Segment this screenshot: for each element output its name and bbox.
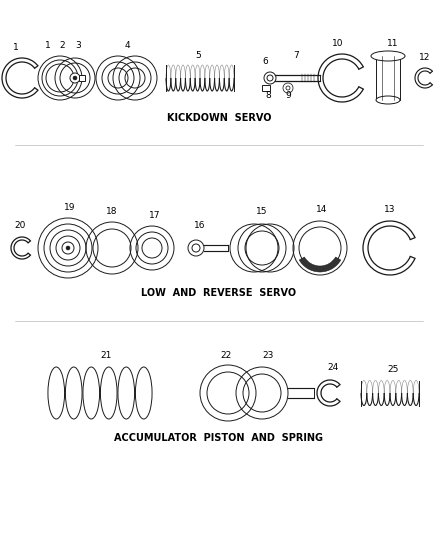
Text: LOW  AND  REVERSE  SERVO: LOW AND REVERSE SERVO <box>141 288 297 298</box>
Text: 7: 7 <box>293 52 299 61</box>
Text: 22: 22 <box>220 351 232 359</box>
Text: 6: 6 <box>262 58 268 67</box>
Wedge shape <box>299 257 341 272</box>
Circle shape <box>73 76 77 80</box>
Bar <box>376 56 400 100</box>
Text: 4: 4 <box>124 42 130 51</box>
Text: 12: 12 <box>419 53 431 62</box>
Ellipse shape <box>376 96 400 104</box>
Text: 20: 20 <box>14 222 26 230</box>
Text: 1: 1 <box>45 42 51 51</box>
Text: 24: 24 <box>327 364 339 373</box>
Text: 23: 23 <box>262 351 274 359</box>
Bar <box>262 85 270 91</box>
Text: 16: 16 <box>194 222 206 230</box>
Text: 5: 5 <box>195 52 201 61</box>
Text: KICKDOWN  SERVO: KICKDOWN SERVO <box>167 113 271 123</box>
Text: 13: 13 <box>384 206 396 214</box>
Text: 14: 14 <box>316 206 328 214</box>
Text: 2: 2 <box>59 42 65 51</box>
Text: 9: 9 <box>285 92 291 101</box>
Text: 17: 17 <box>149 212 161 221</box>
Text: 11: 11 <box>387 38 399 47</box>
Text: 8: 8 <box>265 92 271 101</box>
Text: 19: 19 <box>64 204 76 213</box>
Bar <box>79 75 85 81</box>
Text: 21: 21 <box>100 351 112 359</box>
Circle shape <box>70 73 80 83</box>
Text: 3: 3 <box>75 42 81 51</box>
Ellipse shape <box>371 51 405 61</box>
Text: 1: 1 <box>13 44 19 52</box>
Text: 25: 25 <box>387 366 399 375</box>
Text: 15: 15 <box>256 207 268 216</box>
Circle shape <box>66 246 70 250</box>
Text: 10: 10 <box>332 38 344 47</box>
Text: ACCUMULATOR  PISTON  AND  SPRING: ACCUMULATOR PISTON AND SPRING <box>114 433 324 443</box>
Text: 18: 18 <box>106 206 118 215</box>
